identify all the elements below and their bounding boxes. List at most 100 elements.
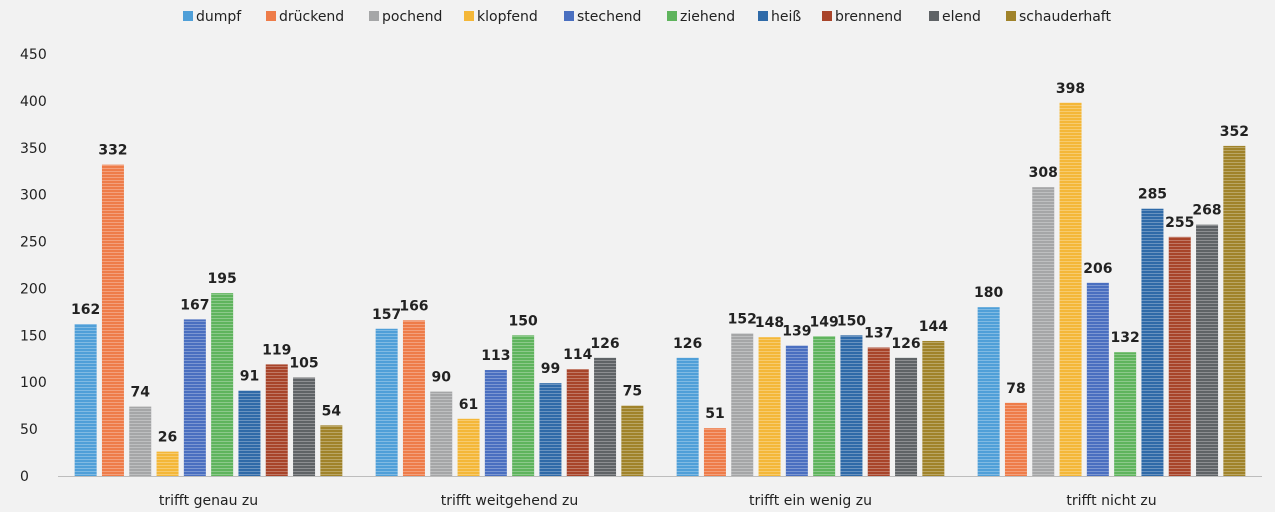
- data-label-0-3: 26: [158, 430, 177, 446]
- y-tick-label-6: 300: [20, 188, 47, 204]
- y-tick-label-3: 150: [20, 328, 47, 344]
- category-label-1: trifft weitgehend zu: [441, 493, 579, 509]
- y-tick-label-5: 250: [20, 235, 47, 251]
- bar-1-9: [621, 405, 644, 476]
- data-label-2-6: 150: [837, 313, 866, 329]
- data-label-1-2: 90: [432, 370, 452, 386]
- bar-0-9: [320, 425, 343, 476]
- legend-swatch-4: [564, 11, 574, 21]
- bar-texture: [1168, 236, 1191, 476]
- bar-2-7: [867, 347, 890, 476]
- legend-label-6: heiß: [771, 9, 801, 25]
- bar-texture: [484, 370, 507, 476]
- bar-2-2: [731, 333, 754, 476]
- bar-0-4: [183, 319, 206, 476]
- bar-texture: [840, 335, 863, 476]
- bar-texture: [1141, 208, 1164, 476]
- data-label-3-7: 255: [1165, 215, 1194, 231]
- bar-texture: [594, 357, 617, 476]
- data-label-2-2: 152: [728, 311, 757, 327]
- bar-texture: [785, 345, 808, 476]
- legend-label-1: drückend: [279, 9, 344, 25]
- data-label-1-4: 113: [481, 348, 510, 364]
- data-label-3-2: 308: [1029, 165, 1058, 181]
- data-label-2-3: 148: [755, 315, 784, 331]
- bar-1-8: [594, 357, 617, 476]
- bar-3-2: [1032, 187, 1055, 477]
- bar-1-1: [402, 320, 425, 476]
- legend-label-3: klopfend: [477, 9, 538, 25]
- legend-label-2: pochend: [382, 9, 442, 25]
- bar-3-9: [1223, 145, 1246, 476]
- bar-texture: [621, 405, 644, 476]
- bar-3-0: [977, 307, 1000, 476]
- bar-texture: [293, 377, 316, 476]
- bar-3-1: [1004, 402, 1027, 476]
- bar-texture: [457, 418, 480, 476]
- bar-1-3: [457, 418, 480, 476]
- bar-3-7: [1168, 236, 1191, 476]
- x-axis: trifft genau zu trifft weitgehend zu triff…: [58, 476, 1262, 509]
- data-label-0-8: 105: [289, 356, 318, 372]
- bar-texture: [74, 324, 97, 476]
- bar-2-3: [758, 337, 781, 476]
- bar-2-0: [676, 357, 699, 476]
- y-tick-label-7: 350: [20, 141, 47, 157]
- bar-0-2: [129, 406, 152, 476]
- bar-1-7: [566, 369, 589, 476]
- category-label-2: trifft ein wenig zu: [749, 493, 872, 509]
- bar-texture: [867, 347, 890, 476]
- data-label-0-5: 195: [208, 271, 237, 287]
- data-label-1-7: 114: [563, 347, 592, 363]
- bar-1-2: [430, 391, 453, 476]
- data-label-3-4: 206: [1083, 261, 1112, 277]
- data-label-0-6: 91: [240, 369, 259, 385]
- data-label-3-0: 180: [974, 285, 1003, 301]
- legend-swatch-3: [464, 11, 474, 21]
- data-label-2-1: 51: [705, 406, 724, 422]
- data-label-3-5: 132: [1111, 330, 1140, 346]
- bar-0-7: [265, 364, 288, 476]
- bar-texture: [1032, 187, 1055, 477]
- bar-3-6: [1141, 208, 1164, 476]
- bar-texture: [238, 390, 261, 476]
- bar-2-9: [922, 340, 945, 476]
- data-label-1-8: 126: [590, 336, 619, 352]
- data-label-1-9: 75: [623, 384, 642, 400]
- bar-3-4: [1086, 282, 1109, 476]
- data-label-0-9: 54: [322, 403, 342, 419]
- bar-texture: [703, 428, 726, 476]
- data-label-3-9: 352: [1220, 124, 1249, 140]
- y-tick-label-8: 400: [20, 94, 47, 110]
- bar-2-5: [813, 336, 836, 476]
- y-tick-label-4: 200: [20, 281, 47, 297]
- legend-swatch-9: [1006, 11, 1016, 21]
- data-label-0-4: 167: [180, 297, 209, 313]
- legend: dumpf drückend pochend klopfend stechend zieh…: [183, 9, 1111, 25]
- bar-3-5: [1114, 352, 1137, 476]
- bar-texture: [320, 425, 343, 476]
- y-tick-label-0: 0: [20, 469, 29, 485]
- bar-0-8: [293, 377, 316, 476]
- legend-swatch-2: [369, 11, 379, 21]
- data-label-2-0: 126: [673, 336, 702, 352]
- y-tick-label-2: 100: [20, 375, 47, 391]
- bar-texture: [375, 328, 398, 476]
- bar-texture: [512, 335, 535, 476]
- y-axis: 0 50 100 150 200 250 300 350 400 450: [20, 47, 47, 485]
- bar-texture: [1223, 145, 1246, 476]
- bar-texture: [977, 307, 1000, 476]
- bar-texture: [101, 164, 124, 476]
- y-tick-label-9: 450: [20, 47, 47, 63]
- data-label-3-8: 268: [1192, 203, 1221, 219]
- bar-texture: [895, 357, 918, 476]
- bar-2-1: [703, 428, 726, 476]
- bar-texture: [676, 357, 699, 476]
- bar-texture: [758, 337, 781, 476]
- category-label-3: trifft nicht zu: [1066, 493, 1156, 509]
- bar-texture: [265, 364, 288, 476]
- legend-label-4: stechend: [577, 9, 641, 25]
- bar-texture: [922, 340, 945, 476]
